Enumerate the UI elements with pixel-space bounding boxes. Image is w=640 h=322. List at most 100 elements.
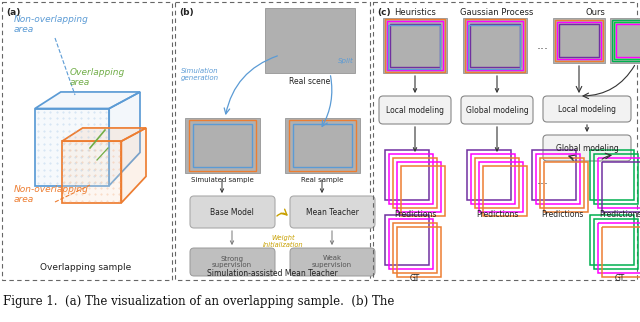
Bar — [389, 219, 433, 269]
FancyBboxPatch shape — [290, 196, 375, 228]
Polygon shape — [62, 128, 146, 141]
Bar — [390, 24, 440, 67]
FancyBboxPatch shape — [543, 135, 631, 161]
Bar — [553, 18, 605, 63]
Bar — [2, 2, 172, 280]
Polygon shape — [62, 141, 122, 203]
FancyBboxPatch shape — [190, 196, 275, 228]
Bar — [471, 154, 515, 204]
Text: Gaussian Process: Gaussian Process — [460, 8, 534, 17]
Bar — [479, 162, 523, 212]
Text: (a): (a) — [6, 8, 20, 17]
Bar — [285, 118, 360, 173]
Text: Predictions: Predictions — [599, 210, 640, 219]
Bar — [610, 18, 640, 63]
Text: Base Model: Base Model — [210, 207, 254, 216]
Text: Ours: Ours — [585, 8, 605, 17]
Polygon shape — [35, 92, 140, 109]
Text: Overlapping: Overlapping — [70, 68, 125, 77]
Bar — [559, 24, 599, 57]
Text: ...: ... — [537, 174, 549, 186]
Bar — [265, 8, 355, 73]
Text: Non-overlapping: Non-overlapping — [14, 185, 89, 194]
Bar — [397, 227, 441, 277]
Text: Predictions: Predictions — [394, 210, 436, 219]
Polygon shape — [35, 109, 109, 185]
Text: GT: GT — [410, 274, 420, 283]
Bar — [175, 2, 370, 280]
Text: Real scene: Real scene — [289, 77, 331, 86]
Bar — [598, 158, 640, 208]
Bar — [590, 215, 634, 265]
Bar — [602, 162, 640, 212]
Bar — [532, 150, 576, 200]
Bar — [467, 150, 511, 200]
Text: Predictions: Predictions — [541, 210, 583, 219]
Bar — [598, 223, 640, 273]
Bar — [594, 154, 638, 204]
Bar — [612, 20, 640, 62]
Bar — [614, 22, 640, 59]
Bar — [401, 166, 445, 216]
Text: GT: GT — [615, 274, 625, 283]
Text: ...: ... — [537, 39, 549, 52]
Text: Heuristics: Heuristics — [394, 8, 436, 17]
FancyBboxPatch shape — [379, 96, 451, 124]
Bar — [383, 18, 447, 73]
Bar — [393, 223, 437, 273]
FancyBboxPatch shape — [190, 248, 275, 276]
Bar — [189, 120, 256, 171]
Text: Real sample: Real sample — [301, 177, 343, 183]
Text: Weight
Initialization: Weight Initialization — [262, 235, 303, 248]
Bar — [465, 19, 525, 71]
Text: area: area — [14, 25, 35, 34]
Bar — [289, 120, 356, 171]
Bar — [463, 18, 527, 73]
Text: Global modeling: Global modeling — [556, 144, 618, 153]
Text: Predictions: Predictions — [476, 210, 518, 219]
Text: Non-overlapping: Non-overlapping — [14, 15, 89, 24]
Bar — [468, 25, 520, 69]
Bar — [590, 150, 634, 200]
Bar — [555, 20, 603, 62]
Bar — [544, 162, 588, 212]
Bar — [185, 118, 260, 173]
Bar — [193, 124, 252, 166]
Bar — [385, 215, 429, 265]
Text: Local modeling: Local modeling — [558, 105, 616, 113]
Text: Global modeling: Global modeling — [466, 106, 529, 115]
Bar — [393, 158, 437, 208]
Text: area: area — [70, 78, 90, 87]
Text: Local modeling: Local modeling — [386, 106, 444, 115]
Text: Overlapping sample: Overlapping sample — [40, 263, 132, 272]
Bar — [616, 24, 640, 57]
Text: Weak
supervision: Weak supervision — [312, 255, 352, 269]
Text: Simulation-assisted Mean Teacher: Simulation-assisted Mean Teacher — [207, 269, 337, 278]
Polygon shape — [109, 92, 140, 185]
Bar — [373, 2, 637, 280]
Bar — [594, 219, 638, 269]
Bar — [470, 24, 520, 67]
Bar — [536, 154, 580, 204]
Bar — [475, 158, 519, 208]
Bar — [293, 124, 352, 166]
Bar — [397, 162, 441, 212]
Text: Strong
supervision: Strong supervision — [212, 255, 252, 269]
FancyBboxPatch shape — [543, 96, 631, 122]
Text: Simulation
generation: Simulation generation — [181, 68, 219, 81]
Polygon shape — [122, 128, 146, 203]
Text: Figure 1.  (a) The visualization of an overlapping sample.  (b) The: Figure 1. (a) The visualization of an ov… — [3, 295, 394, 308]
Text: Mean Teacher: Mean Teacher — [305, 207, 358, 216]
Bar — [388, 25, 440, 69]
Bar — [387, 21, 443, 70]
Bar — [385, 19, 445, 71]
FancyBboxPatch shape — [290, 248, 375, 276]
Bar — [385, 150, 429, 200]
Bar — [483, 166, 527, 216]
Text: (b): (b) — [179, 8, 194, 17]
Bar — [467, 21, 523, 70]
Bar — [602, 227, 640, 277]
Bar — [557, 22, 601, 59]
Bar — [389, 154, 433, 204]
Text: (c): (c) — [377, 8, 390, 17]
